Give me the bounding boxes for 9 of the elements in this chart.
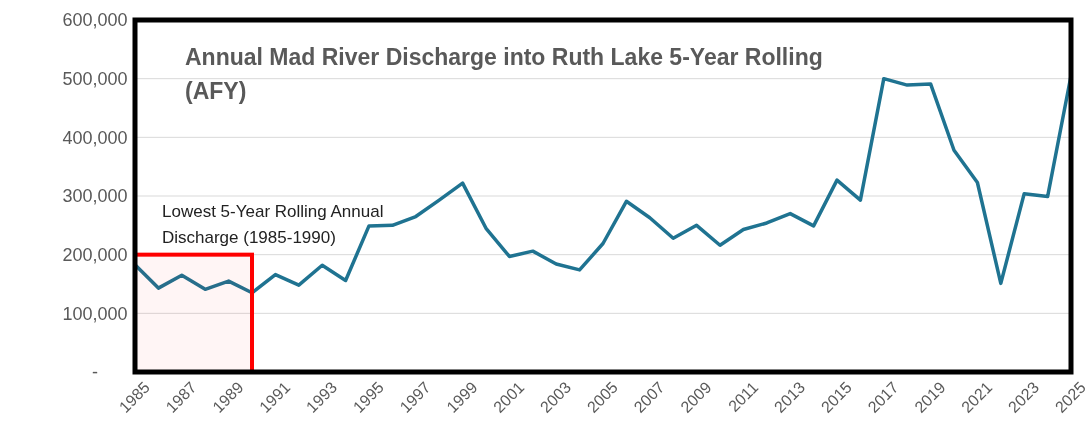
- y-tick-label: 600,000: [62, 10, 128, 31]
- y-tick-label: 400,000: [62, 127, 128, 148]
- y-tick-label: -: [92, 362, 98, 383]
- text: Annual Mad River Discharge into Ruth Lake 5-Year Rolling (AFY): [185, 44, 823, 104]
- y-tick-label: 500,000: [62, 68, 128, 89]
- y-tick-label: 200,000: [62, 244, 128, 265]
- band-label: Lowest 5-Year Rolling Annual Discharge (1985-1990): [162, 201, 384, 247]
- y-tick-label: 100,000: [62, 303, 128, 324]
- y-tick-label: 300,000: [62, 186, 128, 207]
